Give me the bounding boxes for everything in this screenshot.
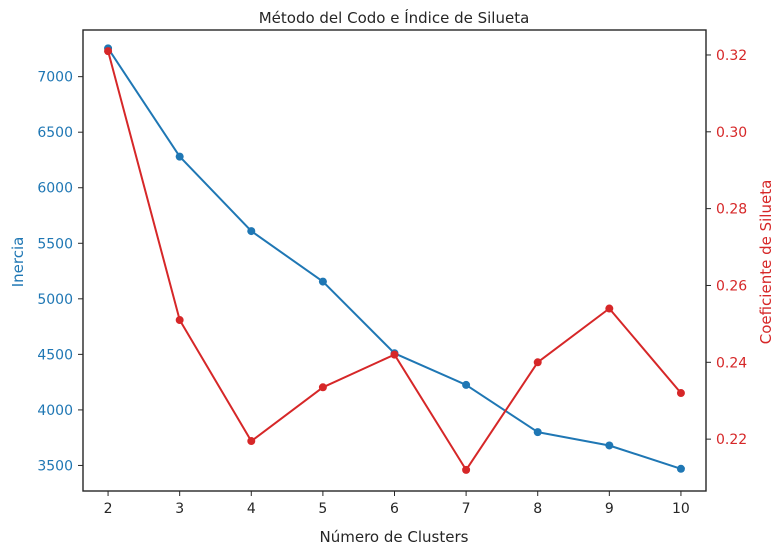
silhouette-point — [390, 350, 399, 359]
inertia-point — [605, 441, 614, 450]
inertia-point — [462, 380, 471, 389]
x-tick-label: 6 — [390, 501, 399, 517]
inertia-line — [107, 47, 682, 470]
silhouette-point — [247, 437, 256, 446]
x-tick-label: 7 — [462, 501, 471, 517]
x-tick-label: 10 — [672, 501, 690, 517]
y-left-tick-label: 4500 — [37, 347, 73, 363]
y-left-tick-label: 6000 — [37, 181, 73, 197]
inertia-point — [175, 152, 184, 161]
chart-title: Método del Codo e Índice de Silueta — [259, 8, 530, 27]
inertia-point — [247, 227, 256, 236]
inertia-point — [318, 277, 327, 286]
x-tick-label: 8 — [533, 501, 542, 517]
plot-area-frame — [82, 29, 707, 492]
silhouette-point — [462, 465, 471, 474]
y-right-tick-label: 0.30 — [716, 125, 747, 141]
y-right-tick-label: 0.24 — [716, 355, 747, 371]
y-left-tick-label: 6500 — [37, 125, 73, 141]
y-right-tick-label: 0.28 — [716, 202, 747, 218]
y-right-tick-label: 0.26 — [716, 278, 747, 294]
y-axis-left-label: Inercia — [9, 237, 27, 288]
y-left-tick-label: 7000 — [37, 70, 73, 86]
x-axis-label: Número de Clusters — [320, 528, 469, 546]
silhouette-point — [605, 304, 614, 313]
y-left-tick-label: 5500 — [37, 236, 73, 252]
silhouette-point — [676, 389, 685, 398]
silhouette-point — [318, 383, 327, 392]
y-right-tick-label: 0.32 — [716, 48, 747, 64]
y-left-tick-label: 5000 — [37, 292, 73, 308]
inertia-point — [676, 464, 685, 473]
silhouette-point — [175, 316, 184, 325]
silhouette-point — [104, 47, 113, 56]
y-left-tick-label: 4000 — [37, 403, 73, 419]
y-left-tick-label: 3500 — [37, 458, 73, 474]
inertia-point — [533, 428, 542, 437]
x-tick-label: 3 — [175, 501, 184, 517]
x-tick-label: 2 — [104, 501, 113, 517]
y-axis-right-label: Coeficiente de Silueta — [757, 180, 775, 345]
x-tick-label: 4 — [247, 501, 256, 517]
x-tick-label: 9 — [605, 501, 614, 517]
silhouette-line — [107, 50, 682, 471]
y-right-tick-label: 0.22 — [716, 432, 747, 448]
x-tick-label: 5 — [318, 501, 327, 517]
silhouette-point — [533, 358, 542, 367]
